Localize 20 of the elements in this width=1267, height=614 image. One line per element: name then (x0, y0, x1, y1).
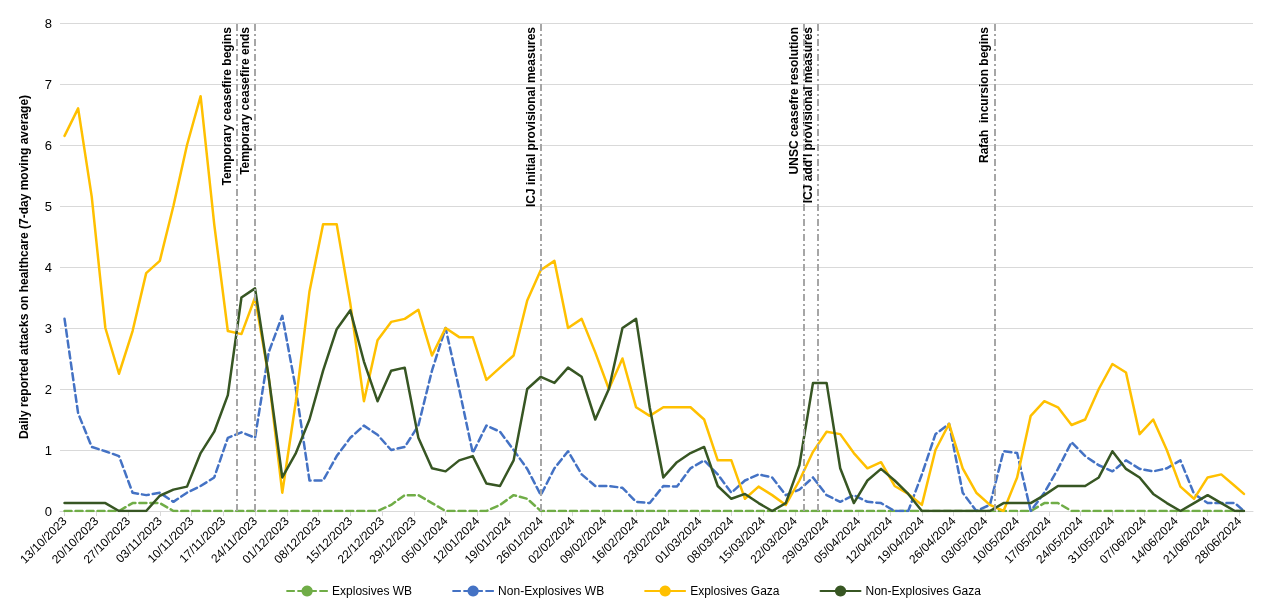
legend-label: Non-Explosives Gaza (865, 584, 982, 598)
legend-label: Explosives Gaza (690, 584, 780, 598)
y-tick-label: 8 (44, 15, 52, 31)
y-tick-label: 5 (44, 198, 52, 214)
ref-line-label: Temporary ceasefire ends (238, 26, 253, 175)
y-tick-label: 7 (44, 76, 52, 92)
y-tick-label: 1 (44, 442, 52, 458)
y-tick-label: 3 (44, 320, 52, 336)
legend-label: Non-Explosives WB (498, 584, 605, 598)
ref-line-label: Rafah incursion begins (977, 26, 992, 164)
legend-label: Explosives WB (332, 584, 413, 598)
ref-line-label: ICJ initial provisional measures (523, 26, 538, 208)
y-tick-label: 4 (44, 259, 52, 275)
y-tick-label: 0 (44, 503, 52, 519)
y-axis-title: Daily reported attacks on healthcare (7-day moving average) (17, 94, 31, 440)
ref-line-label: ICJ add'l provisional measures (800, 26, 815, 204)
y-tick-label: 2 (44, 381, 52, 397)
ref-line-label: UNSC ceasefre resolution (786, 27, 801, 175)
y-tick-label: 6 (44, 137, 52, 153)
ref-line-label: Temporary ceasefire begins (219, 26, 234, 186)
